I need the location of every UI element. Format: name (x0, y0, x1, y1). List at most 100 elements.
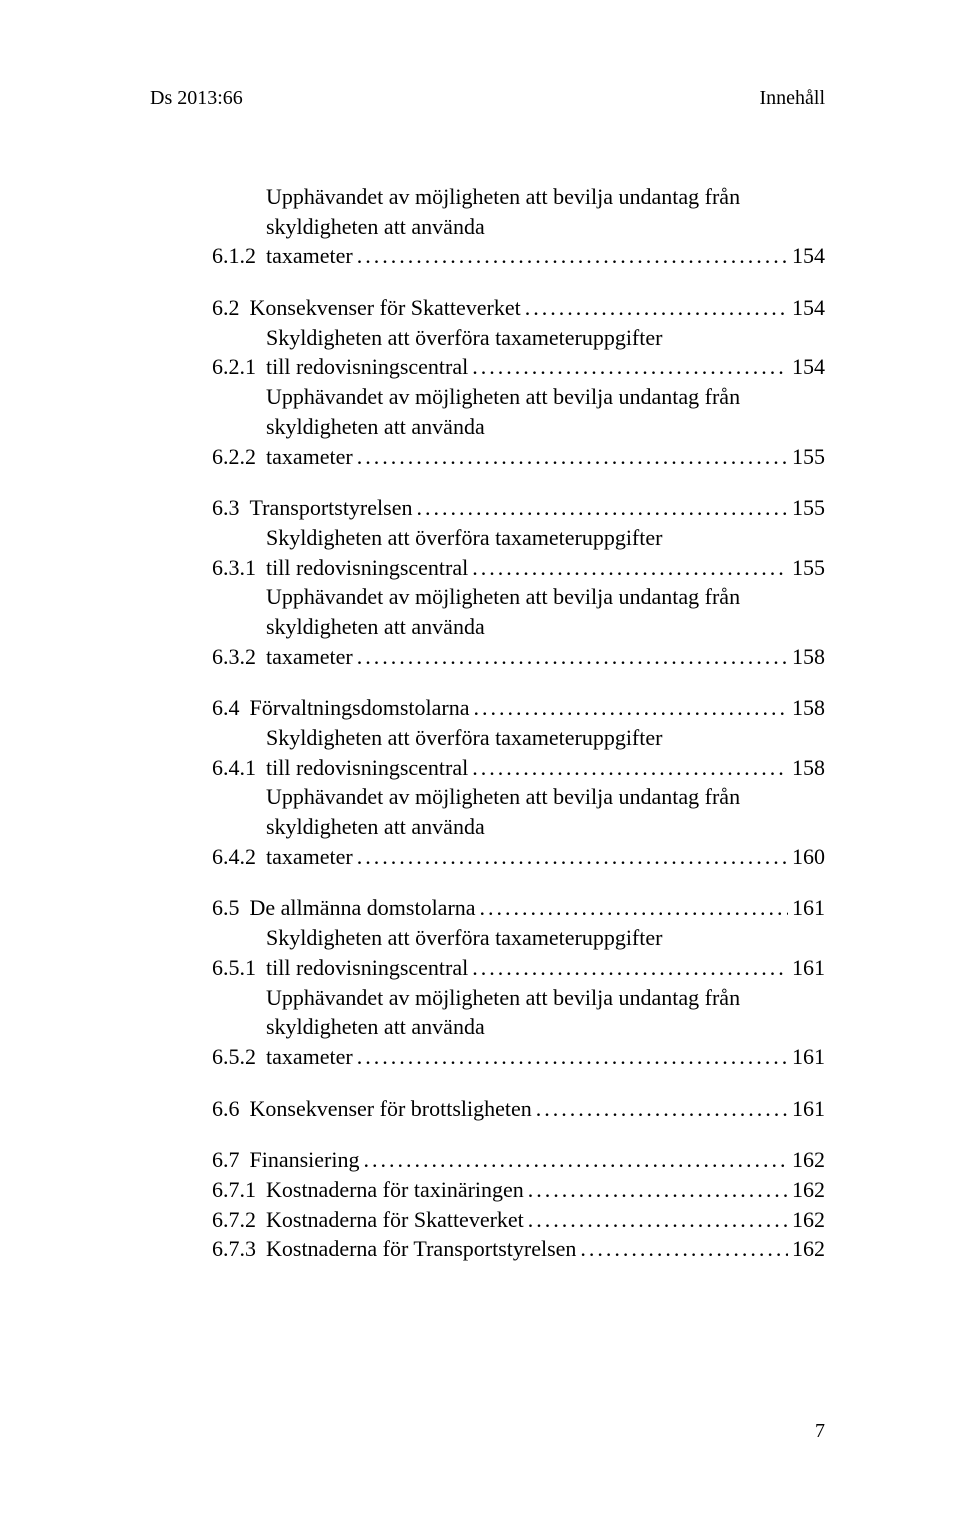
toc-leaders (353, 241, 788, 271)
toc-entry-page: 161 (788, 1042, 825, 1072)
header-right: Innehåll (759, 85, 825, 112)
toc-entry: 6.5.1Skyldigheten att överföra taxameter… (150, 923, 825, 982)
toc-entry-lastline: Kostnaderna för Transportstyrelsen 162 (266, 1234, 825, 1264)
toc-entry-page: 161 (788, 893, 825, 923)
toc-entry-lastline: till redovisningscentral155 (266, 553, 825, 583)
toc-entry-lasttext: till redovisningscentral (266, 352, 468, 382)
toc-entry-lasttext: Finansiering (250, 1145, 360, 1175)
toc-entry-number: 6.2 (212, 293, 250, 323)
toc-entry: 6.7.2Kostnaderna för Skatteverket 162 (150, 1205, 825, 1235)
toc-entry-lastline: Kostnaderna för Skatteverket 162 (266, 1205, 825, 1235)
toc-entry-number: 6.5.2 (212, 1042, 266, 1072)
toc-entry-text: Förvaltningsdomstolarna158 (250, 693, 826, 723)
toc-entry: 6.5.2Upphävandet av möjligheten att bevi… (150, 983, 825, 1072)
toc-leaders (476, 893, 788, 923)
toc-entry-text: Upphävandet av möjligheten att bevilja u… (266, 582, 825, 671)
toc-entry-text: Upphävandet av möjligheten att bevilja u… (266, 382, 825, 471)
toc-entry-lastline: De allmänna domstolarna161 (250, 893, 826, 923)
toc-entry-lasttext: till redovisningscentral (266, 553, 468, 583)
toc-entry-pretext: Skyldigheten att överföra taxameteruppgi… (266, 923, 825, 953)
toc-entry-text: De allmänna domstolarna161 (250, 893, 826, 923)
toc-entry: 6.7.1Kostnaderna för taxinäringen162 (150, 1175, 825, 1205)
toc-entry-page: 154 (788, 293, 825, 323)
toc-entry-text: Skyldigheten att överföra taxameteruppgi… (266, 523, 825, 582)
toc-entry-pretext: Upphävandet av möjligheten att bevilja u… (266, 983, 825, 1042)
toc-entry-lasttext: Kostnaderna för Transportstyrelsen (266, 1234, 576, 1264)
toc-entry-lastline: Konsekvenser för Skatteverket154 (250, 293, 826, 323)
toc-entry: 6.6Konsekvenser för brottsligheten161 (150, 1094, 825, 1124)
toc-entry-pretext: Skyldigheten att överföra taxameteruppgi… (266, 323, 825, 353)
toc-entry-number: 6.2.1 (212, 352, 266, 382)
toc-entry-page: 155 (788, 442, 825, 472)
toc-entry-lastline: taxameter158 (266, 642, 825, 672)
toc-entry: 6.2.2Upphävandet av möjligheten att bevi… (150, 382, 825, 471)
toc-entry-lastline: Förvaltningsdomstolarna158 (250, 693, 826, 723)
toc-entry-text: Upphävandet av möjligheten att bevilja u… (266, 983, 825, 1072)
toc-entry-page: 158 (788, 642, 825, 672)
toc-entry-number: 6.4 (212, 693, 250, 723)
toc-entry-text: Transportstyrelsen155 (250, 493, 826, 523)
toc-entry-number: 6.7.1 (212, 1175, 266, 1205)
toc-entry-pretext: Upphävandet av möjligheten att bevilja u… (266, 382, 825, 441)
toc-entry-text: Kostnaderna för Skatteverket 162 (266, 1205, 825, 1235)
page: Ds 2013:66 Innehåll 6.1.2Upphävandet av … (0, 0, 960, 1525)
toc-group-gap (150, 671, 825, 693)
toc-entry-number: 6.7.2 (212, 1205, 266, 1235)
toc-entry-page: 162 (788, 1205, 825, 1235)
toc-entry-page: 158 (788, 693, 825, 723)
toc-entry-pretext: Skyldigheten att överföra taxameteruppgi… (266, 523, 825, 553)
toc-leaders (468, 553, 788, 583)
toc-entry: 6.3Transportstyrelsen155 (150, 493, 825, 523)
toc-entry-number: 6.3.2 (212, 642, 266, 672)
toc-entry-lasttext: till redovisningscentral (266, 753, 468, 783)
toc-entry-pretext: Upphävandet av möjligheten att bevilja u… (266, 582, 825, 641)
toc-entry-number: 6.3.1 (212, 553, 266, 583)
toc-entry-lasttext: Transportstyrelsen (250, 493, 413, 523)
toc-entry-page: 161 (788, 953, 825, 983)
toc-entry-lasttext: taxameter (266, 842, 353, 872)
toc-leaders (532, 1094, 788, 1124)
toc-entry-text: Konsekvenser för Skatteverket154 (250, 293, 826, 323)
toc-entry: 6.4Förvaltningsdomstolarna158 (150, 693, 825, 723)
toc-group-gap (150, 471, 825, 493)
toc-entry-number: 6.2.2 (212, 442, 266, 472)
toc-leaders (524, 1205, 788, 1235)
toc-entry-text: Finansiering162 (250, 1145, 826, 1175)
toc-entry-lasttext: Konsekvenser för brottsligheten (250, 1094, 532, 1124)
toc-entry-lasttext: Kostnaderna för Skatteverket (266, 1205, 524, 1235)
toc-entry: 6.2Konsekvenser för Skatteverket154 (150, 293, 825, 323)
toc-entry-pretext: Upphävandet av möjligheten att bevilja u… (266, 782, 825, 841)
toc-entry-text: Upphävandet av möjligheten att bevilja u… (266, 782, 825, 871)
toc-entry-text: Skyldigheten att överföra taxameteruppgi… (266, 923, 825, 982)
toc-entry-number: 6.1.2 (212, 241, 266, 271)
toc-entry: 6.7.3Kostnaderna för Transportstyrelsen 1… (150, 1234, 825, 1264)
toc-entry-number: 6.7.3 (212, 1234, 266, 1264)
toc-leaders (353, 442, 788, 472)
toc-entry-page: 162 (788, 1234, 825, 1264)
toc-entry-lasttext: taxameter (266, 442, 353, 472)
toc-entry-lastline: taxameter154 (266, 241, 825, 271)
toc-entry-page: 158 (788, 753, 825, 783)
toc-entry-number: 6.5.1 (212, 953, 266, 983)
toc-entry: 6.5De allmänna domstolarna161 (150, 893, 825, 923)
toc-entry-text: Kostnaderna för Transportstyrelsen 162 (266, 1234, 825, 1264)
toc-entry-text: Konsekvenser för brottsligheten161 (250, 1094, 826, 1124)
toc-group-gap (150, 871, 825, 893)
toc-leaders (468, 352, 788, 382)
toc-entry-pretext: Skyldigheten att överföra taxameteruppgi… (266, 723, 825, 753)
toc-entry-lastline: till redovisningscentral 158 (266, 753, 825, 783)
toc-leaders (521, 293, 788, 323)
toc-entry-lastline: taxameter 155 (266, 442, 825, 472)
toc-entry-number: 6.4.1 (212, 753, 266, 783)
toc-entry: 6.3.1Skyldigheten att överföra taxameter… (150, 523, 825, 582)
toc-entry-pretext: Upphävandet av möjligheten att bevilja u… (266, 182, 825, 241)
toc-leaders (353, 642, 788, 672)
toc-entry-lastline: Konsekvenser för brottsligheten161 (250, 1094, 826, 1124)
toc-leaders (576, 1234, 788, 1264)
running-head: Ds 2013:66 Innehåll (150, 85, 825, 112)
page-number: 7 (815, 1418, 825, 1445)
toc-entry-lasttext: till redovisningscentral (266, 953, 468, 983)
toc-leaders (360, 1145, 789, 1175)
toc-entry-text: Skyldigheten att överföra taxameteruppgi… (266, 323, 825, 382)
toc-entry-number: 6.7 (212, 1145, 250, 1175)
